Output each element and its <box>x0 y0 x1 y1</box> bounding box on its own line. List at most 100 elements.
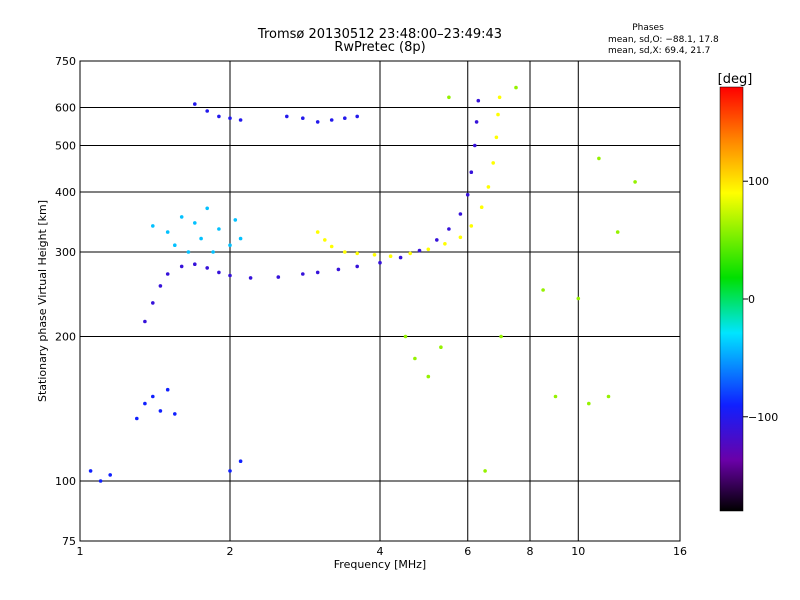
data-point <box>217 270 221 275</box>
data-point <box>435 238 439 242</box>
data-point <box>633 180 637 184</box>
data-point <box>491 161 496 165</box>
data-point <box>151 224 155 228</box>
data-point <box>494 135 499 140</box>
data-point <box>98 479 103 483</box>
data-point <box>403 334 408 339</box>
y-tick-label: 75 <box>62 535 76 548</box>
data-point <box>205 206 209 211</box>
data-point <box>165 272 170 276</box>
data-point <box>329 118 334 122</box>
data-point <box>413 356 417 361</box>
data-point <box>355 264 360 269</box>
data-point <box>323 238 327 242</box>
grid-lines <box>80 61 680 541</box>
data-point <box>496 112 500 117</box>
axis-ticks: 1 2 4 6 8 10 16 75 100 200 300 400 500 600 750 <box>55 55 687 558</box>
data-point <box>378 260 382 265</box>
data-point <box>343 116 347 120</box>
colorbar-ticks: 100 0 −100 <box>743 175 778 424</box>
x-tick-label: 2 <box>227 545 234 558</box>
data-point <box>553 394 558 399</box>
data-point <box>276 275 281 279</box>
data-point <box>576 296 581 301</box>
y-tick-label: 400 <box>55 186 76 199</box>
data-point <box>315 120 320 124</box>
data-point <box>469 170 474 174</box>
data-point <box>355 251 360 256</box>
stats-o-line: mean, sd,O: −88.1, 17.8 <box>608 35 719 45</box>
data-point <box>228 469 232 473</box>
data-point <box>465 192 470 197</box>
data-point <box>211 250 215 254</box>
data-point <box>173 412 177 416</box>
data-point <box>355 114 360 119</box>
y-tick-label: 500 <box>55 140 76 153</box>
data-point <box>343 250 347 254</box>
data-point <box>193 221 197 225</box>
x-tick-label: 8 <box>527 545 534 558</box>
data-point <box>473 143 477 148</box>
colorbar-tick-label: −100 <box>748 411 778 424</box>
data-point <box>514 85 518 90</box>
data-point <box>474 120 479 124</box>
data-point <box>301 116 305 120</box>
data-point <box>151 301 155 305</box>
data-point <box>186 250 191 254</box>
data-point <box>426 247 431 252</box>
data-point <box>165 230 170 234</box>
data-point <box>587 401 591 406</box>
x-axis-label: Frequency [MHz] <box>334 558 426 571</box>
data-point <box>458 212 463 216</box>
colorbar <box>719 86 744 512</box>
data-point <box>158 284 163 288</box>
data-point <box>541 288 545 292</box>
data-point <box>179 264 184 269</box>
chart-title: Tromsø 20130512 23:48:00–23:49:43 <box>257 27 502 42</box>
data-point <box>88 469 93 473</box>
data-point <box>217 227 221 231</box>
data-point <box>426 374 431 379</box>
data-point <box>193 102 197 106</box>
data-points <box>88 85 637 483</box>
data-point <box>179 215 184 219</box>
y-tick-label: 200 <box>55 331 76 344</box>
data-point <box>315 270 320 275</box>
data-point <box>301 272 305 276</box>
x-tick-label: 10 <box>571 545 585 558</box>
data-point <box>233 218 238 222</box>
data-point <box>228 116 232 120</box>
colorbar-tick-label: 100 <box>748 175 769 188</box>
data-point <box>217 114 221 119</box>
colorbar-label: [deg] <box>718 72 753 87</box>
colorbar-tick-label: 0 <box>748 293 755 306</box>
data-point <box>388 254 393 258</box>
x-tick-label: 1 <box>77 545 84 558</box>
stats-x-line: mean, sd,X: 69.4, 21.7 <box>608 46 710 56</box>
stats-title: Phases <box>632 23 664 33</box>
data-point <box>151 394 155 399</box>
data-point <box>238 459 243 464</box>
data-point <box>193 262 197 267</box>
data-point <box>447 95 451 100</box>
y-tick-label: 100 <box>55 475 76 488</box>
y-tick-label: 300 <box>55 246 76 259</box>
data-point <box>372 253 377 257</box>
data-point <box>248 276 253 280</box>
data-point <box>615 230 620 234</box>
data-point <box>443 242 447 246</box>
data-point <box>499 334 503 339</box>
data-point <box>143 401 147 406</box>
y-tick-label: 600 <box>55 102 76 115</box>
x-tick-label: 4 <box>377 545 384 558</box>
x-tick-label: 6 <box>464 545 471 558</box>
y-tick-label: 750 <box>55 55 76 68</box>
data-point <box>285 114 289 119</box>
data-point <box>398 255 403 260</box>
data-point <box>173 243 177 247</box>
data-point <box>158 409 163 413</box>
data-point <box>476 98 481 103</box>
data-point <box>497 95 502 100</box>
data-point <box>329 244 334 249</box>
